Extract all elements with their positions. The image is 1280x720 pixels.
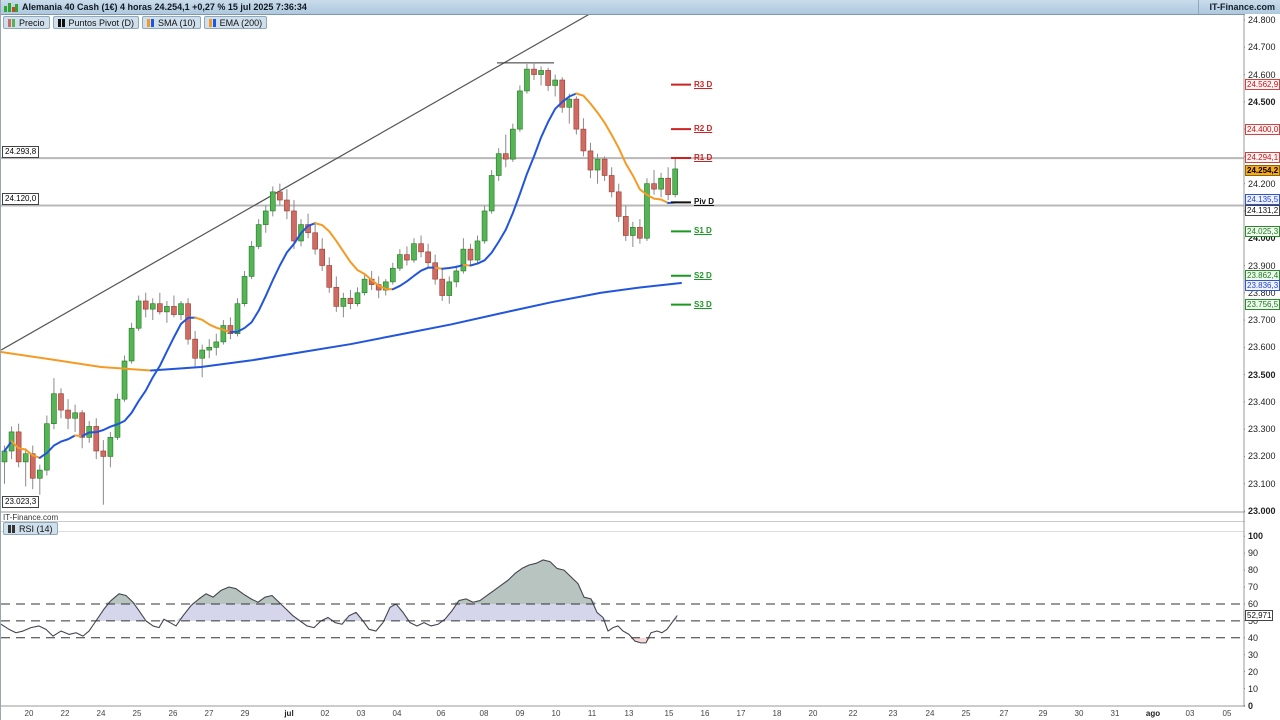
axis-badge-244000: 24.400,0 bbox=[1245, 123, 1280, 135]
ema-icon bbox=[208, 18, 217, 27]
pivot-points-icon bbox=[57, 18, 66, 27]
axis-badge-242941: 24.294,1 bbox=[1245, 152, 1280, 164]
date-tick-09: 09 bbox=[515, 709, 525, 718]
date-tick-30: 30 bbox=[1074, 709, 1084, 718]
date-tick-25: 25 bbox=[961, 709, 971, 718]
date-tick-31: 31 bbox=[1110, 709, 1120, 718]
price-tick-24500: 24.500 bbox=[1248, 96, 1276, 107]
rsi-tick-30: 30 bbox=[1248, 649, 1259, 660]
legend-sma-10-button-label: SMA (10) bbox=[158, 17, 196, 28]
date-tick-26: 26 bbox=[168, 709, 178, 718]
date-tick-13: 13 bbox=[624, 709, 634, 718]
date-tick-03: 03 bbox=[1185, 709, 1195, 718]
price-tick-24000: 24.000 bbox=[1248, 233, 1276, 244]
price-tick-24800: 24.800 bbox=[1248, 15, 1276, 25]
date-tick-20: 20 bbox=[808, 709, 818, 718]
date-tick-15: 15 bbox=[664, 709, 674, 718]
axis-badge-241312: 24.131,2 bbox=[1245, 204, 1280, 216]
legend-ema-200-button[interactable]: EMA (200) bbox=[203, 16, 268, 29]
rsi-icon bbox=[8, 524, 16, 533]
price-icon bbox=[8, 18, 16, 27]
watermark: IT-Finance.com bbox=[3, 513, 59, 522]
legend-precio-button[interactable]: Precio bbox=[3, 16, 50, 29]
date-tick-27: 27 bbox=[204, 709, 214, 718]
brand-label: IT-Finance.com bbox=[1198, 0, 1280, 14]
axis-badge-245629: 24.562,9 bbox=[1245, 79, 1280, 91]
price-tick-23200: 23.200 bbox=[1248, 451, 1276, 462]
price-tick-24700: 24.700 bbox=[1248, 42, 1276, 53]
legend-precio-button-label: Precio bbox=[19, 17, 45, 28]
legend-rsi-button-label: RSI (14) bbox=[19, 523, 53, 534]
legend-sma-10-button[interactable]: SMA (10) bbox=[142, 16, 201, 29]
indicator-legend: Precio Puntos Pivot (D) SMA (10) EMA (200) bbox=[3, 16, 268, 29]
price-tick-24600: 24.600 bbox=[1248, 69, 1276, 80]
price-tick-23100: 23.100 bbox=[1248, 478, 1276, 489]
axis-badge-237565: 23.756,5 bbox=[1245, 299, 1280, 311]
date-tick-10: 10 bbox=[551, 709, 561, 718]
date-tick-22: 22 bbox=[60, 709, 70, 718]
date-tick-25: 25 bbox=[132, 709, 142, 718]
date-tick-29: 29 bbox=[1038, 709, 1048, 718]
date-tick-11: 11 bbox=[587, 709, 597, 718]
rsi-tick-40: 40 bbox=[1248, 632, 1259, 643]
price-tick-24200: 24.200 bbox=[1248, 178, 1276, 189]
time-axis[interactable]: 20 22 24 25 26 27 29 jul 02 03 04 06 08 09 10 11 13 15 16 1… bbox=[1, 707, 1244, 720]
date-tick-20: 20 bbox=[24, 709, 34, 718]
rsi-tick-60: 60 bbox=[1248, 598, 1259, 609]
price-tick-23900: 23.900 bbox=[1248, 260, 1276, 271]
price-tick-23600: 23.600 bbox=[1248, 342, 1276, 353]
axis-badge-240253: 24.025,3 bbox=[1245, 225, 1280, 237]
legend-ema-200-button-label: EMA (200) bbox=[219, 17, 263, 28]
axis-badge-238363: 23.836,3 bbox=[1245, 280, 1280, 292]
rsi-legend: RSI (14) bbox=[3, 522, 58, 535]
rsi-tick-80: 80 bbox=[1248, 565, 1259, 576]
titlebar: Alemania 40 Cash (1€) 4 horas 24.254,1 +… bbox=[1, 0, 1280, 15]
date-tick-22: 22 bbox=[848, 709, 858, 718]
date-tick-23: 23 bbox=[888, 709, 898, 718]
date-tick-05: 05 bbox=[1222, 709, 1232, 718]
price-axis[interactable]: 24.800 24.700 24.600 24.500 24.200 24.000 23.9… bbox=[1245, 14, 1280, 720]
legend-puntos-pivot-d-button[interactable]: Puntos Pivot (D) bbox=[52, 16, 140, 29]
date-tick-02: 02 bbox=[320, 709, 330, 718]
date-tick-03: 03 bbox=[356, 709, 366, 718]
app-chart-icon bbox=[4, 2, 18, 12]
date-tick-24: 24 bbox=[925, 709, 935, 718]
date-tick-27: 27 bbox=[999, 709, 1009, 718]
date-tick-18: 18 bbox=[772, 709, 782, 718]
date-tick-ago: ago bbox=[1145, 709, 1161, 718]
sma-icon bbox=[147, 18, 155, 27]
price-tick-23800: 23.800 bbox=[1248, 287, 1276, 298]
price-tick-23500: 23.500 bbox=[1248, 369, 1276, 380]
date-tick-08: 08 bbox=[479, 709, 489, 718]
chart-title: Alemania 40 Cash (1€) 4 horas 24.254,1 +… bbox=[22, 2, 307, 12]
date-tick-jul: jul bbox=[284, 709, 294, 718]
axis-badge-242542: 24.254,2 bbox=[1245, 165, 1280, 177]
legend-puntos-pivot-d-button-label: Puntos Pivot (D) bbox=[68, 17, 135, 28]
price-tick-23700: 23.700 bbox=[1248, 315, 1276, 326]
axis-badge-241355: 24.135,5 bbox=[1245, 193, 1280, 205]
date-tick-17: 17 bbox=[736, 709, 746, 718]
date-tick-24: 24 bbox=[96, 709, 106, 718]
price-tick-23300: 23.300 bbox=[1248, 424, 1276, 435]
rsi-tick-90: 90 bbox=[1248, 548, 1259, 559]
price-tick-23400: 23.400 bbox=[1248, 396, 1276, 407]
date-tick-16: 16 bbox=[700, 709, 710, 718]
rsi-tick-20: 20 bbox=[1248, 666, 1259, 677]
rsi-tick-0: 0 bbox=[1248, 700, 1254, 711]
rsi-tick-100: 100 bbox=[1248, 531, 1264, 542]
rsi-tick-70: 70 bbox=[1248, 582, 1259, 593]
legend-rsi-button[interactable]: RSI (14) bbox=[3, 522, 58, 535]
date-tick-04: 04 bbox=[392, 709, 402, 718]
price-tick-23000: 23.000 bbox=[1248, 506, 1276, 516]
date-tick-06: 06 bbox=[436, 709, 446, 718]
date-tick-29: 29 bbox=[240, 709, 250, 718]
rsi-value-badge: 52,971 bbox=[1245, 610, 1274, 622]
rsi-tick-10: 10 bbox=[1248, 683, 1259, 694]
